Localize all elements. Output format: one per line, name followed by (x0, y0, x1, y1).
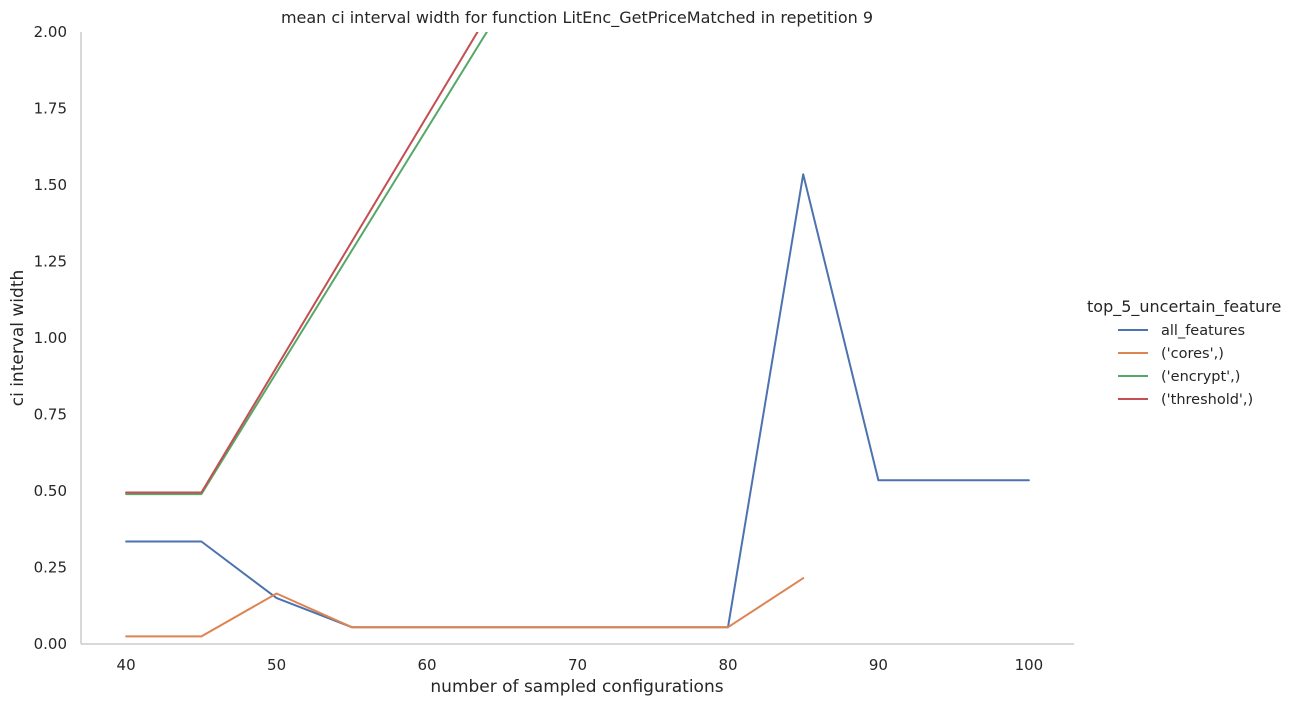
legend-label: all_features (1161, 323, 1245, 339)
x-tick-label: 50 (267, 656, 286, 674)
y-tick-label: 0.25 (34, 559, 67, 577)
legend-label: ('encrypt',) (1161, 369, 1240, 385)
legend-title: top_5_uncertain_feature (1087, 297, 1281, 317)
series-line-3 (125, 32, 479, 494)
y-tick-label: 1.25 (34, 253, 67, 271)
y-tick-label: 1.75 (34, 100, 67, 118)
x-tick-label: 70 (568, 656, 587, 674)
y-tick-label: 1.50 (34, 176, 67, 194)
x-tick-label: 40 (117, 656, 136, 674)
legend: top_5_uncertain_feature all_features ('co… (1087, 297, 1281, 408)
y-axis-label: ci interval width (8, 270, 28, 407)
x-tick-label: 80 (718, 656, 737, 674)
y-tick-label: 0.50 (34, 482, 67, 500)
series-line-1 (125, 577, 805, 638)
y-tick-label: 0.75 (34, 406, 67, 424)
y-tick-label: 1.00 (34, 329, 67, 347)
x-axis-label: number of sampled configurations (430, 677, 723, 697)
legend-label: ('threshold',) (1161, 392, 1253, 408)
series-line-0 (125, 173, 1030, 629)
series-line-2 (125, 32, 488, 496)
y-axis-ticks: 0.00 0.25 0.50 0.75 1.00 1.25 1.50 1.75 2.00 (34, 23, 67, 653)
series-lines (125, 32, 1030, 638)
x-axis-ticks: 40 50 60 70 80 90 100 (117, 656, 1044, 674)
y-tick-label: 0.00 (34, 635, 67, 653)
x-tick-label: 60 (417, 656, 436, 674)
y-tick-label: 2.00 (34, 23, 67, 41)
x-tick-label: 100 (1015, 656, 1044, 674)
chart-title: mean ci interval width for function LitE… (281, 8, 873, 28)
legend-label: ('cores',) (1161, 346, 1224, 362)
legend-items: all_features ('cores',) ('encrypt',) ('thre… (1118, 323, 1253, 408)
x-tick-label: 90 (869, 656, 888, 674)
